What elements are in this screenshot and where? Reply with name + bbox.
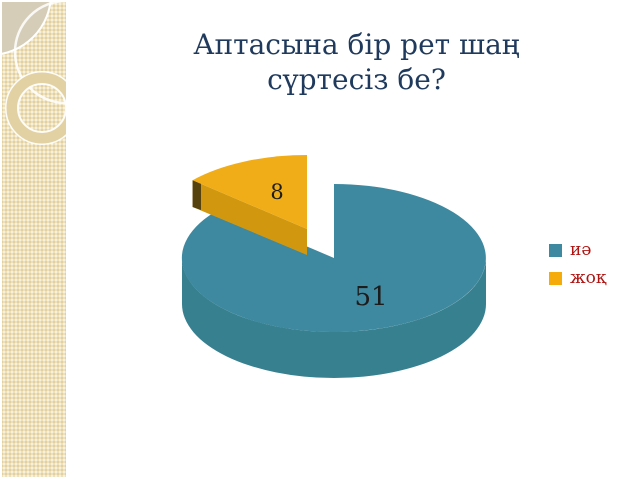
slide-sidebar-decoration [2, 2, 66, 477]
legend-label-no: жоқ [570, 268, 607, 288]
legend-swatch-no [549, 272, 562, 285]
ring-inner-shape [17, 83, 66, 133]
large-arc-shape [13, 2, 66, 105]
chart-legend: иә жоқ [549, 240, 607, 299]
pie-slice-no-side [192, 180, 307, 255]
pie-slice-no-top [192, 154, 307, 229]
pie-data-label-no: 8 [270, 180, 284, 204]
sidebar-circles-ornament [2, 2, 66, 145]
legend-label-yes: иә [570, 240, 592, 260]
pie-data-label-yes: 51 [354, 282, 388, 312]
legend-item-yes: иә [549, 240, 606, 260]
pie-slice-no-edge-shadow [192, 180, 201, 210]
slide-title: Аптасына бір рет шаң сүртесіз бе? [73, 27, 640, 97]
corner-disc-shape [2, 2, 52, 55]
slide-title-line1: Аптасына бір рет шаң [193, 28, 520, 61]
pie-slice-yes-top [181, 184, 486, 332]
ring-outer-shape [5, 71, 66, 145]
legend-item-no: жоқ [549, 268, 607, 288]
legend-swatch-yes [549, 244, 562, 257]
pie-slice-yes-side [182, 258, 486, 378]
slide-title-line2: сүртесіз бе? [267, 63, 446, 96]
ring-body-shape [6, 72, 66, 144]
